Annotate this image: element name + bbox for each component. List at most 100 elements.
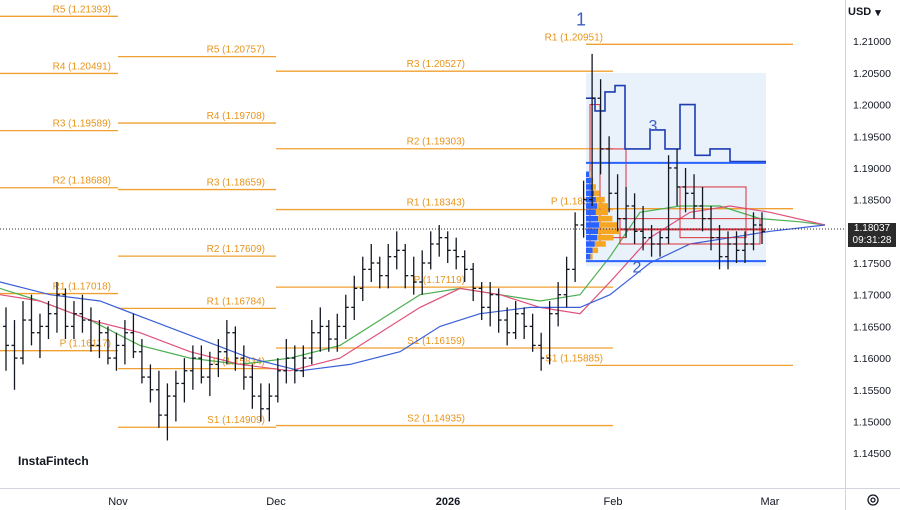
ohlc-bar: [11, 320, 18, 390]
pivot-label: S1 (1.16159): [407, 336, 465, 347]
ohlc-bar: [521, 307, 528, 340]
y-tick-label: 1.14500: [853, 448, 891, 460]
ohlc-bar: [257, 383, 264, 422]
ohlc-bar: [589, 53, 596, 206]
pivot-label: R2 (1.19303): [407, 137, 465, 148]
x-tick-label: 2026: [436, 496, 460, 508]
currency-label: USD: [848, 6, 872, 18]
volume-profile-bar: [597, 203, 608, 209]
y-tick-label: 1.18500: [853, 195, 891, 207]
ohlc-bar: [419, 250, 426, 295]
ohlc-bar: [597, 79, 604, 175]
last-price-time: 09:31:28: [852, 235, 892, 246]
volume-profile-bar: [590, 253, 593, 260]
volume-profile-bar: [597, 234, 614, 241]
ohlc-bar: [274, 358, 281, 403]
y-tick-label: 1.19000: [853, 163, 891, 175]
ohlc-bar: [725, 231, 732, 270]
brand-watermark: InstaFintech: [14, 452, 93, 470]
wave-annotation-label: 2: [633, 260, 642, 277]
pivot-label: S1 (1.15885): [545, 353, 603, 364]
volume-profile-bar: [592, 184, 596, 190]
x-tick-label: Feb: [604, 496, 623, 508]
ohlc-bar: [529, 313, 536, 352]
wave-annotation-label: 1: [576, 9, 586, 29]
ohlc-bar: [385, 244, 392, 289]
volume-profile-bar: [599, 222, 618, 228]
ohlc-bar: [325, 320, 332, 352]
y-tick-label: 1.17000: [853, 290, 891, 302]
ohlc-bar: [682, 167, 689, 213]
ohlc-bar: [512, 301, 519, 340]
pivot-label: P (1.17119): [414, 275, 465, 286]
volume-profile-bar: [586, 209, 596, 216]
ohlc-bar: [283, 339, 290, 384]
ohlc-bar: [410, 256, 417, 295]
ohlc-bar: [495, 288, 502, 333]
ohlc-bar: [640, 205, 647, 251]
ohlc-bar: [436, 224, 443, 257]
pivot-label: R1 (1.17018): [53, 282, 111, 293]
volume-profile-bar: [586, 234, 597, 241]
volume-profile-bar: [586, 247, 593, 254]
volume-profile-bar: [586, 222, 600, 228]
volume-profile-bar: [586, 215, 599, 222]
volume-profile-bar: [594, 241, 606, 247]
ohlc-bar: [614, 174, 621, 232]
ohlc-bar: [427, 231, 434, 270]
y-tick-label: 1.20500: [853, 68, 891, 80]
y-tick-label: 1.16000: [853, 353, 891, 365]
pivot-label: R1 (1.18343): [407, 198, 465, 209]
ohlc-bar: [708, 205, 715, 251]
volume-profile-bar: [586, 241, 595, 247]
y-tick-label: 1.21000: [853, 36, 891, 48]
ohlc-bar: [538, 332, 545, 371]
pivot-label: R3 (1.18659): [207, 178, 265, 189]
ohlc-bar: [62, 288, 69, 340]
ohlc-bar: [453, 237, 460, 270]
ohlc-bar: [291, 345, 298, 384]
ohlc-bar: [300, 345, 307, 378]
pivot-label: R3 (1.19589): [53, 119, 111, 130]
ohlc-bar: [104, 326, 111, 365]
ohlc-bar: [402, 244, 409, 289]
ohlc-bar: [215, 339, 222, 378]
ohlc-bar: [147, 364, 154, 403]
y-tick-label: 1.16500: [853, 321, 891, 333]
volume-profile-bar: [598, 228, 621, 235]
last-price-tag: 1.18037 09:31:28: [848, 223, 896, 247]
pivot-label: P (1.18357): [551, 197, 603, 208]
y-axis-panel[interactable]: [845, 0, 900, 510]
pivot-label: S1 (1.14909): [207, 415, 265, 426]
ohlc-bar: [623, 186, 630, 238]
ohlc-bar: [223, 320, 230, 365]
ohlc-bar: [376, 256, 383, 289]
settings-gear-icon[interactable]: [866, 493, 880, 507]
pivot-label: R1 (1.16784): [207, 296, 265, 307]
ohlc-bar: [308, 320, 315, 365]
y-tick-label: 1.15000: [853, 416, 891, 428]
ohlc-bar: [444, 231, 451, 264]
ohlc-bar: [674, 148, 681, 206]
pivot-label: P (1.15834): [213, 357, 265, 368]
pivot-label: R2 (1.18688): [53, 176, 111, 187]
last-price-value: 1.18037: [853, 223, 891, 234]
ohlc-bar: [563, 256, 570, 308]
ohlc-bar: [249, 364, 256, 409]
ohlc-bar: [657, 231, 664, 257]
ohlc-bar: [691, 174, 698, 219]
ohlc-bar: [470, 263, 477, 302]
y-tick-label: 1.20000: [853, 100, 891, 112]
currency-selector[interactable]: USD ▾: [848, 3, 896, 21]
x-axis-panel[interactable]: [0, 488, 845, 510]
ohlc-bar: [733, 231, 740, 264]
x-tick-label: Nov: [108, 496, 128, 508]
pivot-label: R4 (1.19708): [207, 111, 265, 122]
ohlc-bar: [359, 256, 366, 302]
ohlc-bar: [28, 294, 35, 346]
ohlc-bar: [317, 307, 324, 352]
volume-profile-bar: [586, 177, 591, 184]
pivot-label: S2 (1.14935): [407, 414, 465, 425]
ohlc-bar: [478, 282, 485, 321]
